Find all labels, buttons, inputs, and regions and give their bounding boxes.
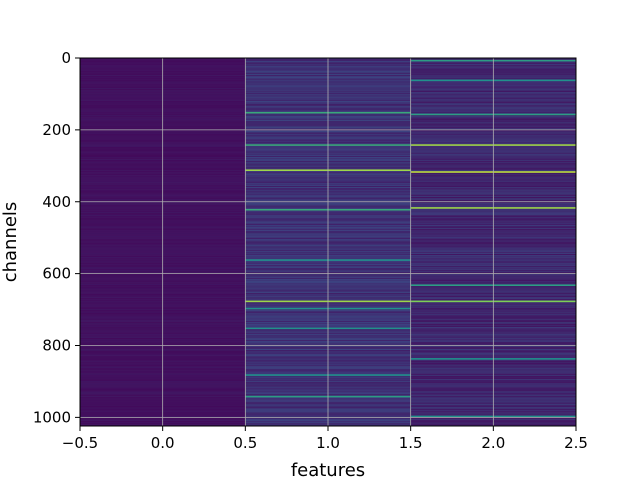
x-tick-label: −0.5 (62, 434, 98, 452)
y-axis-title: channels (0, 202, 21, 283)
x-axis-ticks: −0.5 0.0 0.5 1.0 1.5 2.0 2.5 (62, 426, 588, 452)
x-axis-title: features (291, 460, 365, 480)
x-tick-label: 0.0 (151, 434, 175, 452)
y-axis-ticks: 0 200 400 600 800 1000 (33, 49, 80, 426)
y-tick-label: 400 (42, 193, 71, 211)
y-tick-label: 0 (61, 49, 71, 67)
y-tick-label: 200 (42, 121, 71, 139)
x-tick-label: 0.5 (233, 434, 257, 452)
y-tick-label: 600 (42, 265, 71, 283)
x-tick-label: 1.0 (316, 434, 340, 452)
x-tick-label: 2.0 (481, 434, 505, 452)
y-tick-label: 1000 (33, 408, 71, 426)
x-tick-label: 1.5 (399, 434, 423, 452)
y-tick-label: 800 (42, 337, 71, 355)
x-tick-label: 2.5 (564, 434, 588, 452)
